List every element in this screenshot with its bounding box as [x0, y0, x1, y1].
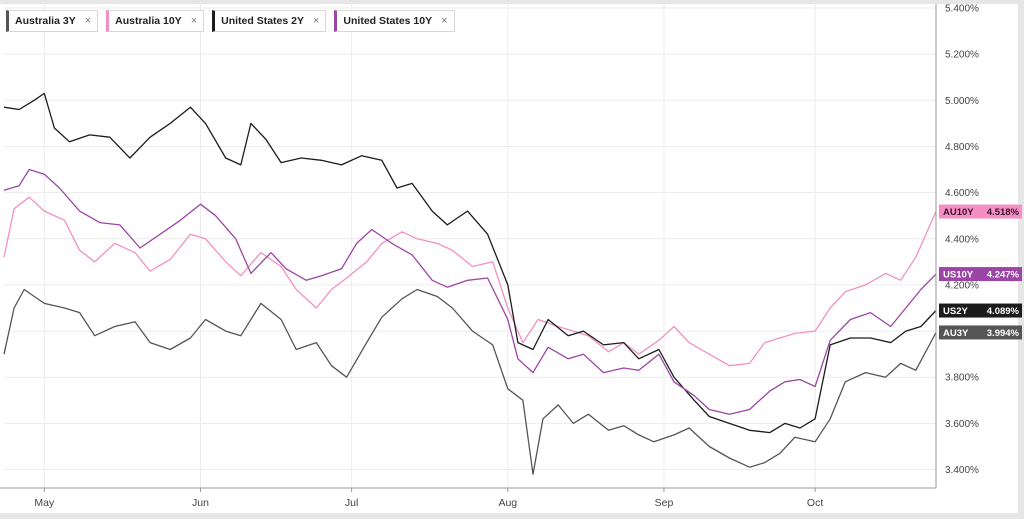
- tag-last-value: 4.518%: [987, 207, 1020, 218]
- remove-series-icon[interactable]: ×: [441, 15, 448, 27]
- tag-series-code: US2Y: [943, 306, 968, 317]
- x-tick-label: Jul: [345, 497, 358, 509]
- remove-series-icon[interactable]: ×: [190, 15, 198, 27]
- right-border: [1018, 0, 1024, 519]
- tag-series-code: AU10Y: [943, 207, 974, 218]
- remove-series-icon[interactable]: ×: [84, 15, 92, 27]
- legend-label: Australia 10Y: [115, 15, 182, 27]
- bottom-border: [0, 513, 1024, 519]
- legend-chip-united-states-10y[interactable]: United States 10Y ×: [334, 10, 455, 32]
- tag-background: [939, 325, 1022, 340]
- tag-background: [939, 303, 1022, 318]
- series-line-australia-10y: [3, 196, 937, 367]
- series-legend: Australia 3Y × Australia 10Y × United St…: [6, 10, 455, 32]
- tag-series-code: US10Y: [943, 270, 974, 281]
- top-border: [0, 0, 1024, 4]
- y-tick-label: 4.800%: [945, 142, 979, 153]
- x-tick-label: Sep: [655, 497, 674, 509]
- legend-label: United States 2Y: [221, 15, 304, 27]
- series-line-united-states-10y: [3, 168, 937, 415]
- x-tick-label: Oct: [807, 497, 823, 509]
- series-line-australia-3y: [3, 288, 937, 475]
- tag-last-value: 3.994%: [987, 328, 1020, 339]
- x-tick-label: Jun: [192, 497, 209, 509]
- last-value-tag-au10y: AU10Y 4.518%: [939, 204, 1022, 219]
- last-value-tag-au3y: AU3Y 3.994%: [939, 325, 1022, 340]
- legend-chip-australia-3y[interactable]: Australia 3Y ×: [6, 10, 99, 32]
- y-tick-label: 4.600%: [945, 188, 979, 199]
- legend-chip-united-states-2y[interactable]: United States 2Y ×: [212, 10, 327, 32]
- x-tick-label: May: [34, 497, 55, 509]
- last-value-tag-us2y: US2Y 4.089%: [939, 303, 1022, 318]
- y-tick-label: 4.200%: [945, 280, 979, 291]
- tag-series-code: AU3Y: [943, 328, 969, 339]
- y-tick-label: 5.400%: [945, 4, 979, 15]
- legend-label: Australia 3Y: [15, 15, 76, 27]
- x-tick-label: Aug: [498, 497, 517, 509]
- y-tick-label: 4.400%: [945, 234, 979, 245]
- tag-background: [939, 204, 1022, 219]
- y-tick-label: 5.200%: [945, 50, 979, 61]
- y-tick-label: 3.400%: [945, 465, 979, 476]
- tag-background: [939, 267, 1022, 282]
- tag-last-value: 4.089%: [987, 306, 1020, 317]
- series-lines: [3, 92, 937, 475]
- last-value-tags: AU10Y 4.518% US10Y 4.247% US2Y 4.089% AU3Y 3.99…: [939, 204, 1022, 340]
- legend-label: United States 10Y: [343, 15, 433, 27]
- y-tick-label: 3.600%: [945, 419, 979, 430]
- last-value-tag-us10y: US10Y 4.247%: [939, 267, 1022, 282]
- grid-lines: [4, 4, 936, 488]
- remove-series-icon[interactable]: ×: [312, 15, 320, 27]
- series-line-united-states-2y: [3, 92, 937, 434]
- y-tick-label: 3.800%: [945, 373, 979, 384]
- legend-chip-australia-10y[interactable]: Australia 10Y ×: [106, 10, 205, 32]
- tag-last-value: 4.247%: [987, 270, 1020, 281]
- axes: 3.400%3.600%3.800%4.000%4.200%4.400%4.60…: [0, 4, 979, 509]
- y-tick-label: 5.000%: [945, 96, 979, 107]
